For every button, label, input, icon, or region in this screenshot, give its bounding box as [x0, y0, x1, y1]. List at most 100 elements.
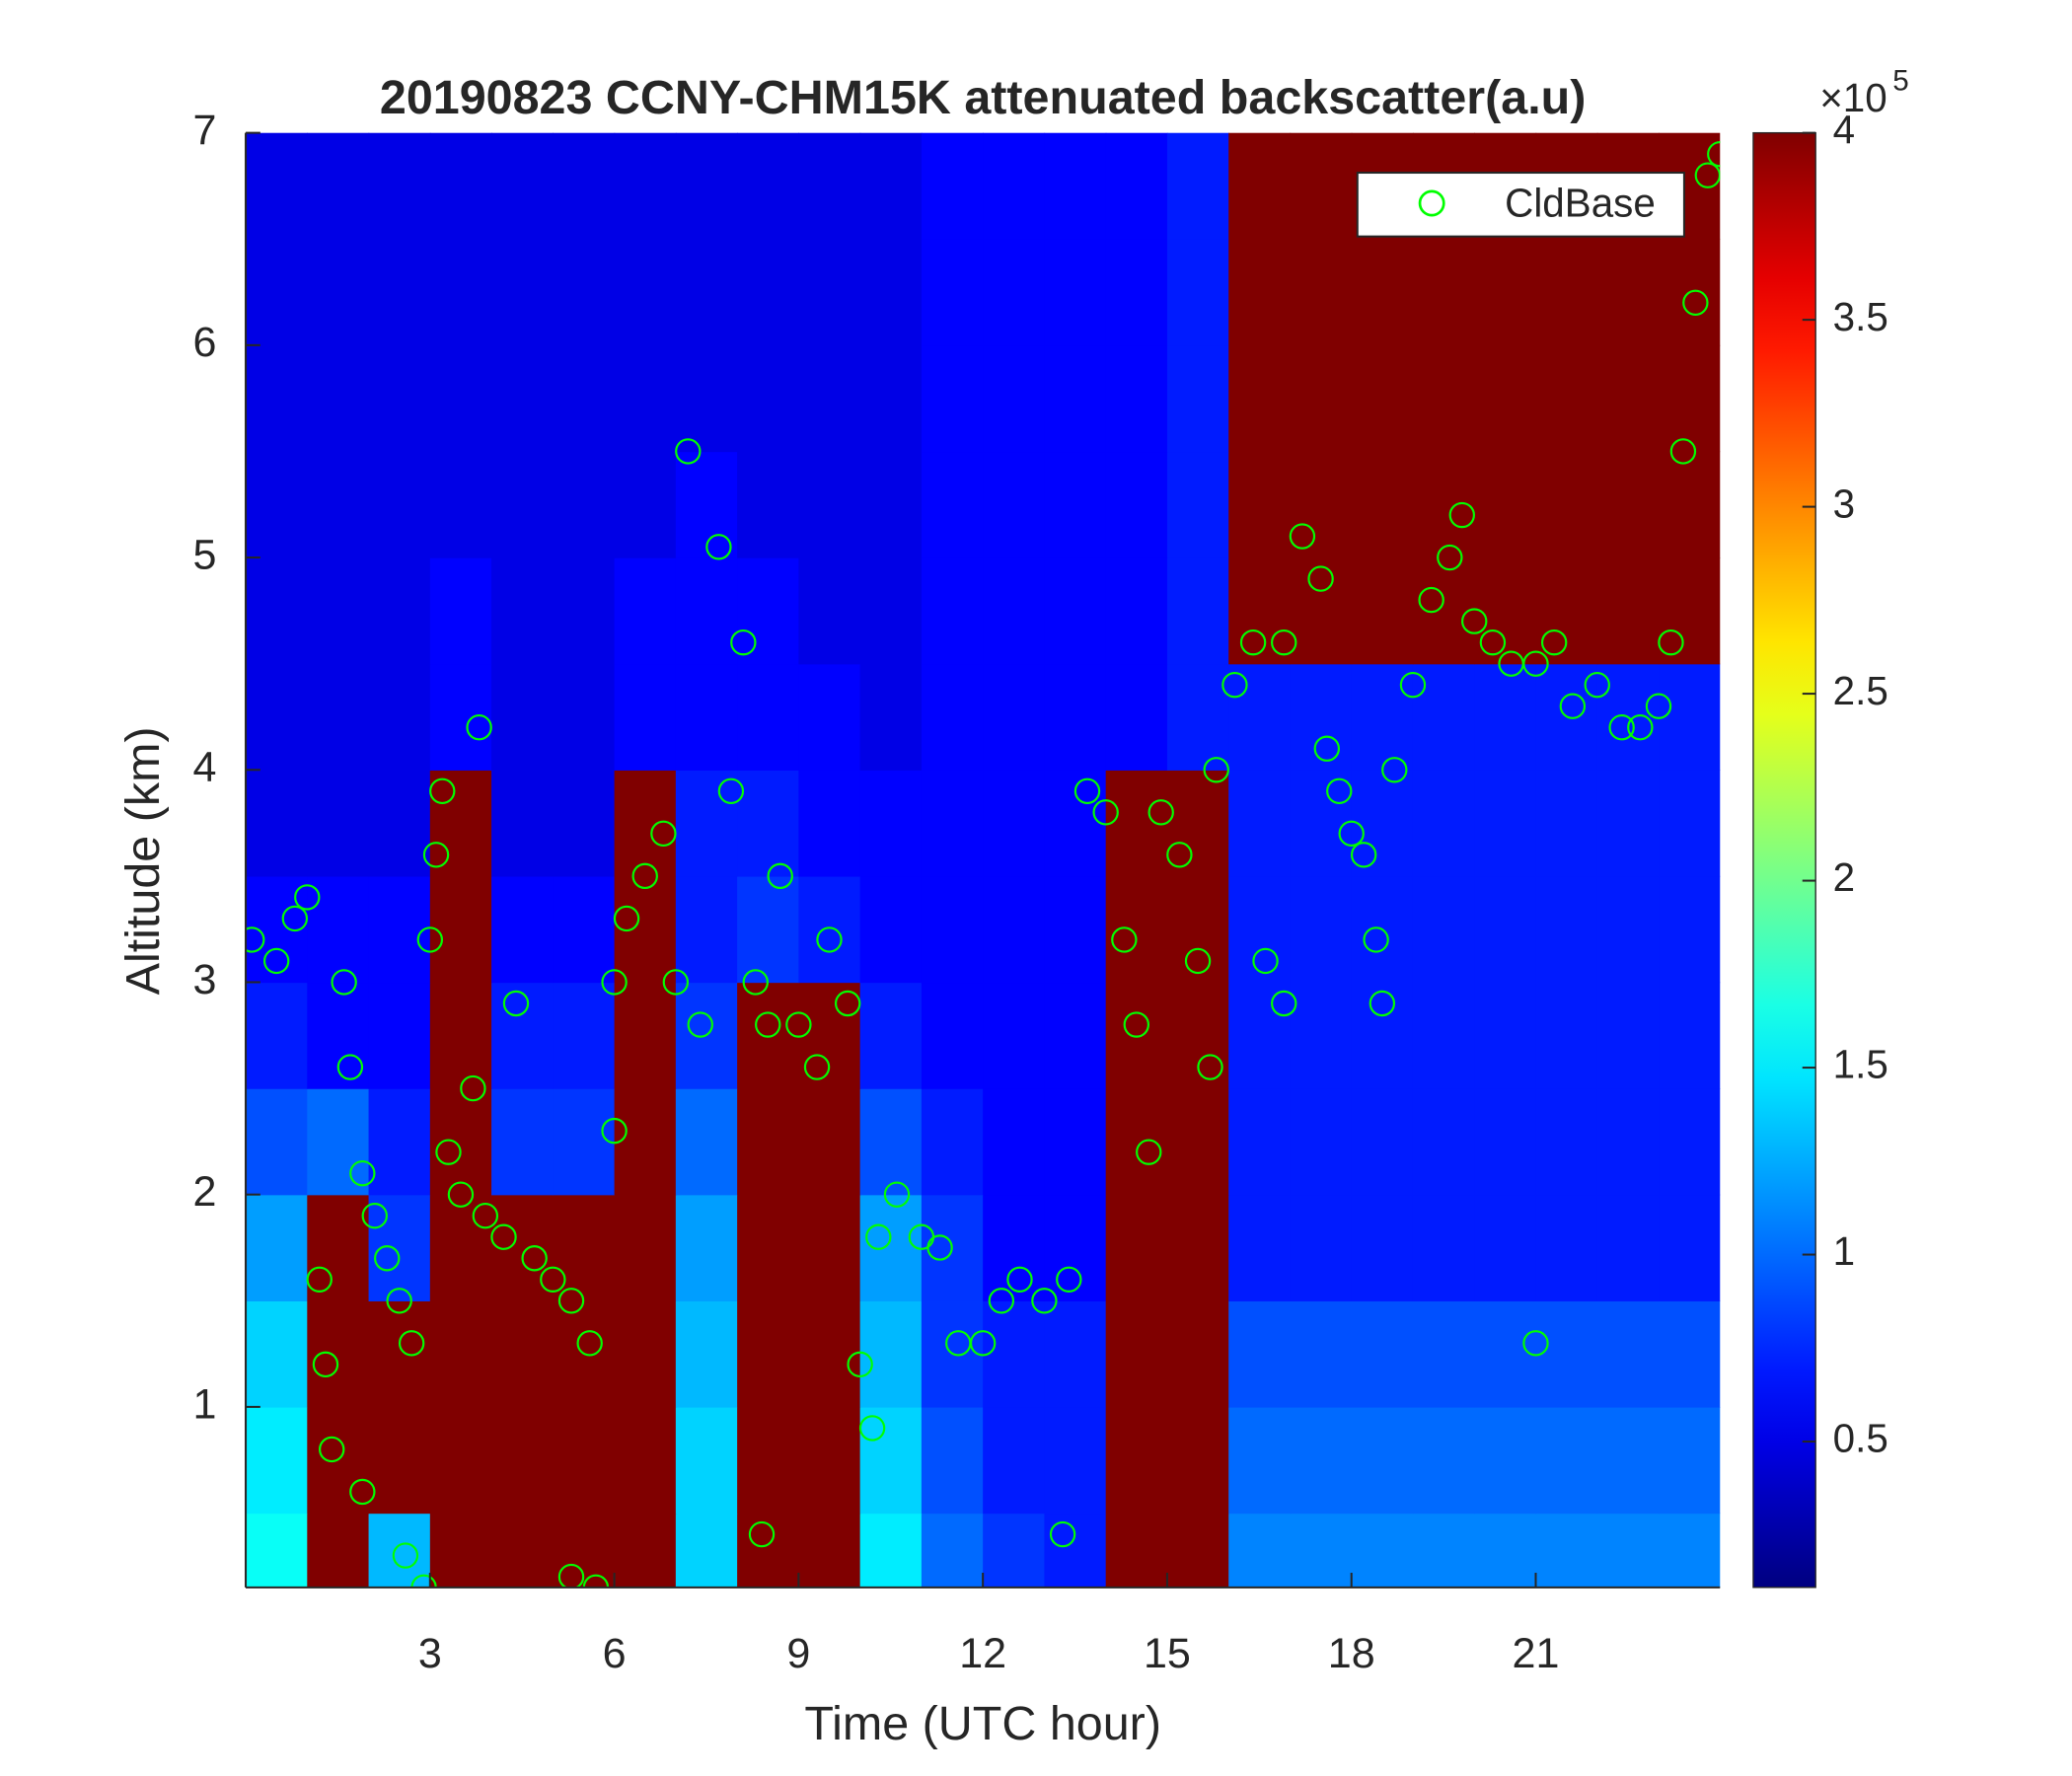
heat-cell	[1659, 1194, 1721, 1301]
heat-cell	[1659, 982, 1721, 1089]
heat-cell	[1105, 875, 1168, 984]
heat-cell	[429, 1406, 492, 1515]
cloud-base-point	[748, 1520, 776, 1548]
heat-cell	[246, 1088, 308, 1196]
heat-cell	[246, 663, 308, 771]
heat-cell	[429, 1194, 492, 1301]
colorbar-tick-label: 1.5	[1833, 1042, 1888, 1087]
heat-cell	[368, 1194, 431, 1301]
heat-cell	[307, 1300, 370, 1408]
heat-cell	[429, 875, 492, 984]
cloud-base-point	[1006, 1266, 1033, 1293]
heat-cell	[983, 1406, 1046, 1515]
heat-cell	[307, 239, 370, 346]
heat-cell	[1474, 982, 1537, 1089]
heat-cell	[1290, 1406, 1353, 1515]
heat-cell	[1105, 451, 1168, 558]
heat-cell	[1166, 875, 1229, 984]
y-tick-label: 6	[192, 319, 216, 366]
heat-cell	[1228, 451, 1292, 558]
cloud-base-point	[675, 438, 702, 465]
cloud-base-point	[1221, 671, 1248, 699]
cloud-base-point	[281, 905, 309, 932]
heat-cell	[1474, 1300, 1537, 1408]
heat-cell	[1105, 1300, 1168, 1408]
heat-cell	[246, 132, 308, 240]
heat-cell	[1044, 1088, 1107, 1196]
heat-cell	[491, 1300, 555, 1408]
heat-cell	[1290, 875, 1353, 984]
heat-cell	[737, 1194, 800, 1301]
heat-cell	[1535, 1406, 1598, 1515]
heat-cell	[859, 1194, 923, 1301]
heat-cell	[1290, 770, 1353, 877]
heat-cell	[1044, 344, 1107, 453]
heat-cell	[1290, 1088, 1353, 1196]
heat-cell	[1351, 451, 1414, 558]
cloud-base-point	[1682, 289, 1709, 316]
cloud-base-point	[650, 820, 677, 848]
heat-cell	[1166, 239, 1229, 346]
cloud-base-point	[1073, 777, 1101, 804]
heat-cell	[798, 1300, 861, 1408]
cloud-base-point	[336, 1054, 364, 1080]
heat-cell	[921, 1088, 984, 1196]
heat-cell	[859, 770, 923, 877]
heat-cell	[1596, 1088, 1660, 1196]
heat-cell	[921, 557, 984, 665]
cloud-base-point	[1056, 1266, 1082, 1293]
heat-cell	[1659, 875, 1721, 984]
heat-cell	[1166, 1088, 1229, 1196]
heat-cell	[1412, 875, 1475, 984]
cloud-base-point	[1147, 799, 1174, 826]
heat-cell	[675, 663, 738, 771]
heat-cell	[921, 451, 984, 558]
heat-cell	[614, 239, 677, 346]
cloud-base-point	[1092, 799, 1119, 826]
heat-cell	[1290, 1300, 1353, 1408]
heat-cell	[1596, 770, 1660, 877]
heat-cell	[983, 663, 1046, 771]
heat-cell	[859, 451, 923, 558]
cloud-base-point	[1271, 990, 1297, 1017]
heat-cell	[1166, 1300, 1229, 1408]
heat-cell	[368, 770, 431, 877]
cloud-base-point	[767, 862, 793, 890]
cloud-base-point	[1350, 842, 1377, 868]
heat-cell	[307, 344, 370, 453]
cloud-base-point	[1658, 629, 1684, 656]
heat-cell	[1412, 982, 1475, 1089]
cloud-base-point	[398, 1330, 425, 1357]
heat-cell	[798, 1513, 861, 1588]
heat-cell	[1166, 132, 1229, 240]
heat-cell	[798, 770, 861, 877]
cloud-base-point	[1369, 990, 1396, 1017]
cloud-base-point	[1239, 629, 1267, 656]
heat-cell	[1044, 1194, 1107, 1301]
heat-cell	[983, 1513, 1046, 1588]
cloud-base-point	[1584, 671, 1610, 699]
heat-cell	[1166, 344, 1229, 453]
cloud-base-point	[1608, 714, 1635, 741]
cloud-base-point	[1203, 757, 1229, 783]
heat-cell	[614, 1194, 677, 1301]
heat-cell	[553, 132, 616, 240]
heat-cell	[921, 1513, 984, 1588]
heat-cell	[1105, 663, 1168, 771]
cloud-base-point	[1522, 1330, 1549, 1357]
heat-cell	[491, 875, 555, 984]
cloud-base-point	[1031, 1288, 1058, 1314]
cloud-base-point	[582, 1574, 610, 1588]
heat-cell	[1412, 557, 1475, 665]
cloud-base-point	[1448, 501, 1475, 529]
y-tick-label: 1	[192, 1380, 216, 1428]
heat-cell	[921, 239, 984, 346]
heat-cell	[859, 344, 923, 453]
heat-cell	[614, 132, 677, 240]
heat-cell	[737, 239, 800, 346]
cloud-base-point	[687, 1011, 713, 1038]
heat-cell	[614, 1300, 677, 1408]
heat-cell	[1412, 239, 1475, 346]
heat-cell	[1412, 1513, 1475, 1588]
cloud-base-point	[730, 629, 757, 656]
